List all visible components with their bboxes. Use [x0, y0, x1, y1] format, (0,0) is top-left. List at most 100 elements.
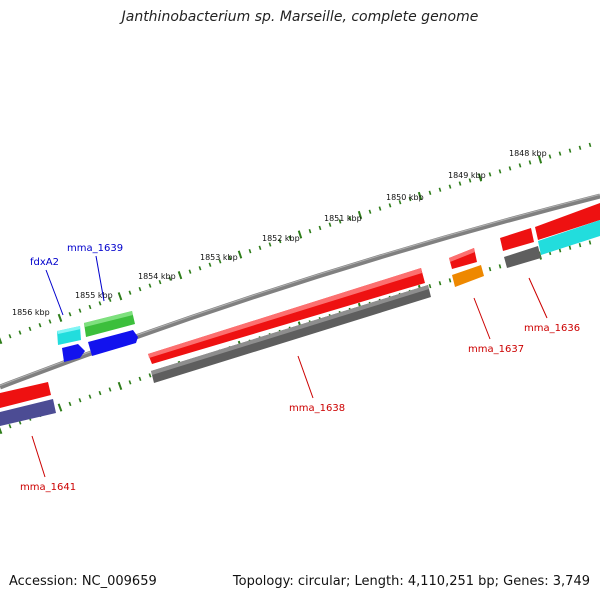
- kbp-label-1853: 1853 kbp: [200, 253, 238, 262]
- outer-track-minor-tick: [188, 269, 192, 274]
- outer-track-minor-tick: [138, 286, 142, 292]
- outer-track-minor-tick: [398, 200, 402, 205]
- inner-track-minor-tick: [558, 248, 562, 253]
- outer-track-minor-tick: [228, 255, 232, 261]
- map-title: Janthinobacterium sp. Marseille, complet…: [121, 9, 479, 25]
- outer-track-major-tick: [57, 313, 63, 322]
- gene-label-fdxA2: fdxA2: [30, 257, 59, 268]
- gene-label-mma-1641: mma_1641: [20, 482, 76, 493]
- kbp-label-1849: 1849 kbp: [448, 171, 486, 180]
- kbp-label-1856: 1856 kbp: [12, 308, 50, 317]
- inner-track-minor-tick: [68, 401, 72, 407]
- gene-label-mma-1638: mma_1638: [289, 403, 345, 414]
- outer-track-minor-tick: [148, 283, 152, 288]
- gene-mma-1638-lower[interactable]: [151, 285, 431, 383]
- outer-track-minor-tick: [318, 225, 322, 231]
- gene-label-mma-1637: mma_1637: [468, 344, 524, 355]
- accession-text: Accession: NC_009659: [9, 574, 157, 589]
- outer-tick-track: [0, 142, 592, 345]
- gene-mma-1637-upper[interactable]: [449, 248, 477, 269]
- kbp-label-1848: 1848 kbp: [509, 149, 547, 158]
- kbp-label-1855: 1855 kbp: [75, 291, 113, 300]
- outer-track-minor-tick: [198, 266, 202, 271]
- outer-track-minor-tick: [18, 330, 22, 335]
- genome-backbone: [0, 193, 600, 390]
- gene-mma-1637-lower[interactable]: [452, 265, 484, 287]
- outer-track-minor-tick: [328, 222, 332, 227]
- outer-track-minor-tick: [518, 163, 522, 168]
- genome-backbone-highlight: [0, 194, 600, 386]
- inner-track-minor-tick: [108, 387, 112, 392]
- kbp-label-1854: 1854 kbp: [138, 272, 176, 281]
- kbp-labels: 1856 kbp 1855 kbp 1854 kbp 1853 kbp 1852…: [12, 149, 547, 317]
- outer-track-minor-tick: [468, 178, 472, 183]
- outer-track-minor-tick: [488, 172, 492, 177]
- inner-track-minor-tick: [138, 376, 142, 382]
- inner-track-minor-tick: [588, 240, 592, 245]
- outer-track-major-tick: [177, 271, 183, 280]
- gene-mma-1639-upper[interactable]: [84, 311, 135, 337]
- outer-track-minor-tick: [88, 304, 92, 310]
- outer-track-minor-tick: [578, 145, 582, 150]
- gene-label-mma-1639: mma_1639: [67, 243, 123, 254]
- outer-track-minor-tick: [308, 229, 312, 234]
- outer-track-minor-tick: [8, 334, 12, 339]
- gene-mma-1636-lower[interactable]: [504, 220, 600, 268]
- outer-track-major-tick: [237, 250, 243, 259]
- inner-track-minor-tick: [8, 424, 12, 429]
- gene-fdxA2[interactable]: [57, 326, 81, 345]
- inner-track-minor-tick: [78, 398, 82, 403]
- outer-track-minor-tick: [428, 190, 432, 195]
- inner-track-minor-tick: [428, 283, 432, 289]
- outer-track-minor-tick: [28, 326, 32, 332]
- leader-mma-1636: [528, 277, 548, 319]
- leader-mma-1639: [95, 255, 105, 302]
- outer-track-minor-tick: [548, 154, 552, 159]
- outer-track-minor-tick: [98, 301, 102, 306]
- outer-track-major-tick: [117, 292, 123, 301]
- outer-track-minor-tick: [438, 187, 442, 192]
- outer-track-minor-tick: [38, 323, 42, 328]
- inner-track-minor-tick: [498, 264, 502, 269]
- inner-track-minor-tick: [448, 278, 452, 283]
- outer-track-minor-tick: [528, 160, 532, 165]
- gene-mma-1641[interactable]: [0, 382, 56, 426]
- outer-track-minor-tick: [258, 245, 262, 250]
- outer-track-minor-tick: [408, 196, 412, 202]
- outer-track-minor-tick: [78, 308, 82, 313]
- outer-track-minor-tick: [168, 276, 172, 281]
- gene-mma-1639-lower[interactable]: [88, 330, 138, 356]
- outer-track-minor-tick: [588, 142, 592, 148]
- kbp-label-1852: 1852 kbp: [262, 234, 300, 243]
- outer-track-minor-tick: [458, 181, 462, 186]
- outer-track-minor-tick: [498, 169, 502, 174]
- inner-track-minor-tick: [438, 281, 442, 286]
- outer-track-minor-tick: [338, 219, 342, 224]
- outer-track-minor-tick: [48, 319, 52, 324]
- inner-track-major-tick: [0, 427, 3, 435]
- outer-track-minor-tick: [568, 148, 572, 153]
- leader-fdxA2: [45, 269, 64, 316]
- gene-mma-1636-upper[interactable]: [500, 203, 600, 251]
- gene-fdxA2-lower[interactable]: [62, 344, 85, 362]
- inner-track-major-tick: [117, 381, 123, 391]
- gene-mma-1638-upper[interactable]: [148, 268, 425, 364]
- genome-stats-text: Topology: circular; Length: 4,110,251 bp…: [232, 574, 590, 589]
- kbp-label-1851: 1851 kbp: [324, 214, 362, 223]
- leader-mma-1637: [473, 297, 491, 340]
- outer-track-major-tick: [0, 337, 3, 345]
- outer-track-minor-tick: [288, 235, 292, 240]
- outer-track-minor-tick: [268, 242, 272, 247]
- gene-label-mma-1636: mma_1636: [524, 323, 580, 334]
- outer-track-minor-tick: [368, 209, 372, 214]
- outer-track-minor-tick: [388, 203, 392, 208]
- inner-track-minor-tick: [578, 242, 582, 248]
- outer-track-minor-tick: [348, 216, 352, 221]
- outer-track-minor-tick: [508, 166, 512, 171]
- inner-track-minor-tick: [88, 394, 92, 399]
- leader-lines: [31, 255, 548, 478]
- outer-track-major-tick: [477, 173, 483, 182]
- outer-track-minor-tick: [218, 259, 222, 264]
- outer-track-minor-tick: [248, 249, 252, 254]
